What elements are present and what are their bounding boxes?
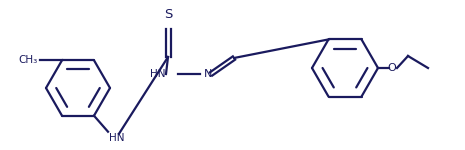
- Text: HN: HN: [109, 133, 125, 143]
- Text: CH₃: CH₃: [19, 55, 38, 65]
- Text: HN: HN: [150, 69, 165, 79]
- Text: N: N: [204, 69, 213, 79]
- Text: S: S: [164, 8, 172, 21]
- Text: O: O: [388, 63, 396, 73]
